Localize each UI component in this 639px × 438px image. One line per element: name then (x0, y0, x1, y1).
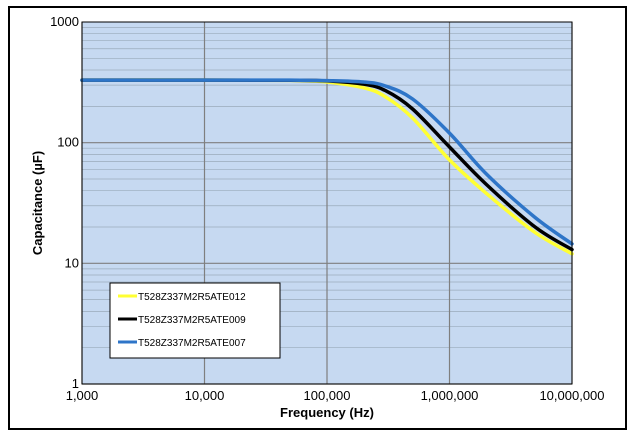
legend-label: T528Z337M2R5ATE009 (138, 315, 246, 326)
y-tick-labels: 1 10 100 1000 (50, 14, 79, 391)
x-tick-labels: 1,000 10,000 100,000 1,000,000 10,000,000 (66, 388, 605, 403)
x-tick-label: 1,000,000 (421, 388, 479, 403)
x-tick-label: 1,000 (66, 388, 99, 403)
x-tick-label: 100,000 (304, 388, 351, 403)
y-tick-label: 1000 (50, 14, 79, 29)
legend-label: T528Z337M2R5ATE007 (138, 338, 246, 349)
series-lines (80, 78, 574, 256)
legend: T528Z337M2R5ATE012 T528Z337M2R5ATE009 T528… (109, 282, 281, 359)
legend-label: T528Z337M2R5ATE012 (138, 292, 246, 303)
y-tick-label: 100 (57, 135, 79, 150)
plot-border (81, 21, 573, 385)
x-axis-label: Frequency (Hz) (280, 405, 374, 420)
y-tick-label: 1 (72, 376, 79, 391)
y-axis-label: Capacitance (µF) (30, 151, 45, 255)
y-tick-label: 10 (65, 255, 79, 270)
x-tick-label: 10,000 (185, 388, 225, 403)
series-line (80, 78, 574, 246)
legend-box (109, 282, 281, 359)
x-tick-label: 10,000,000 (539, 388, 604, 403)
